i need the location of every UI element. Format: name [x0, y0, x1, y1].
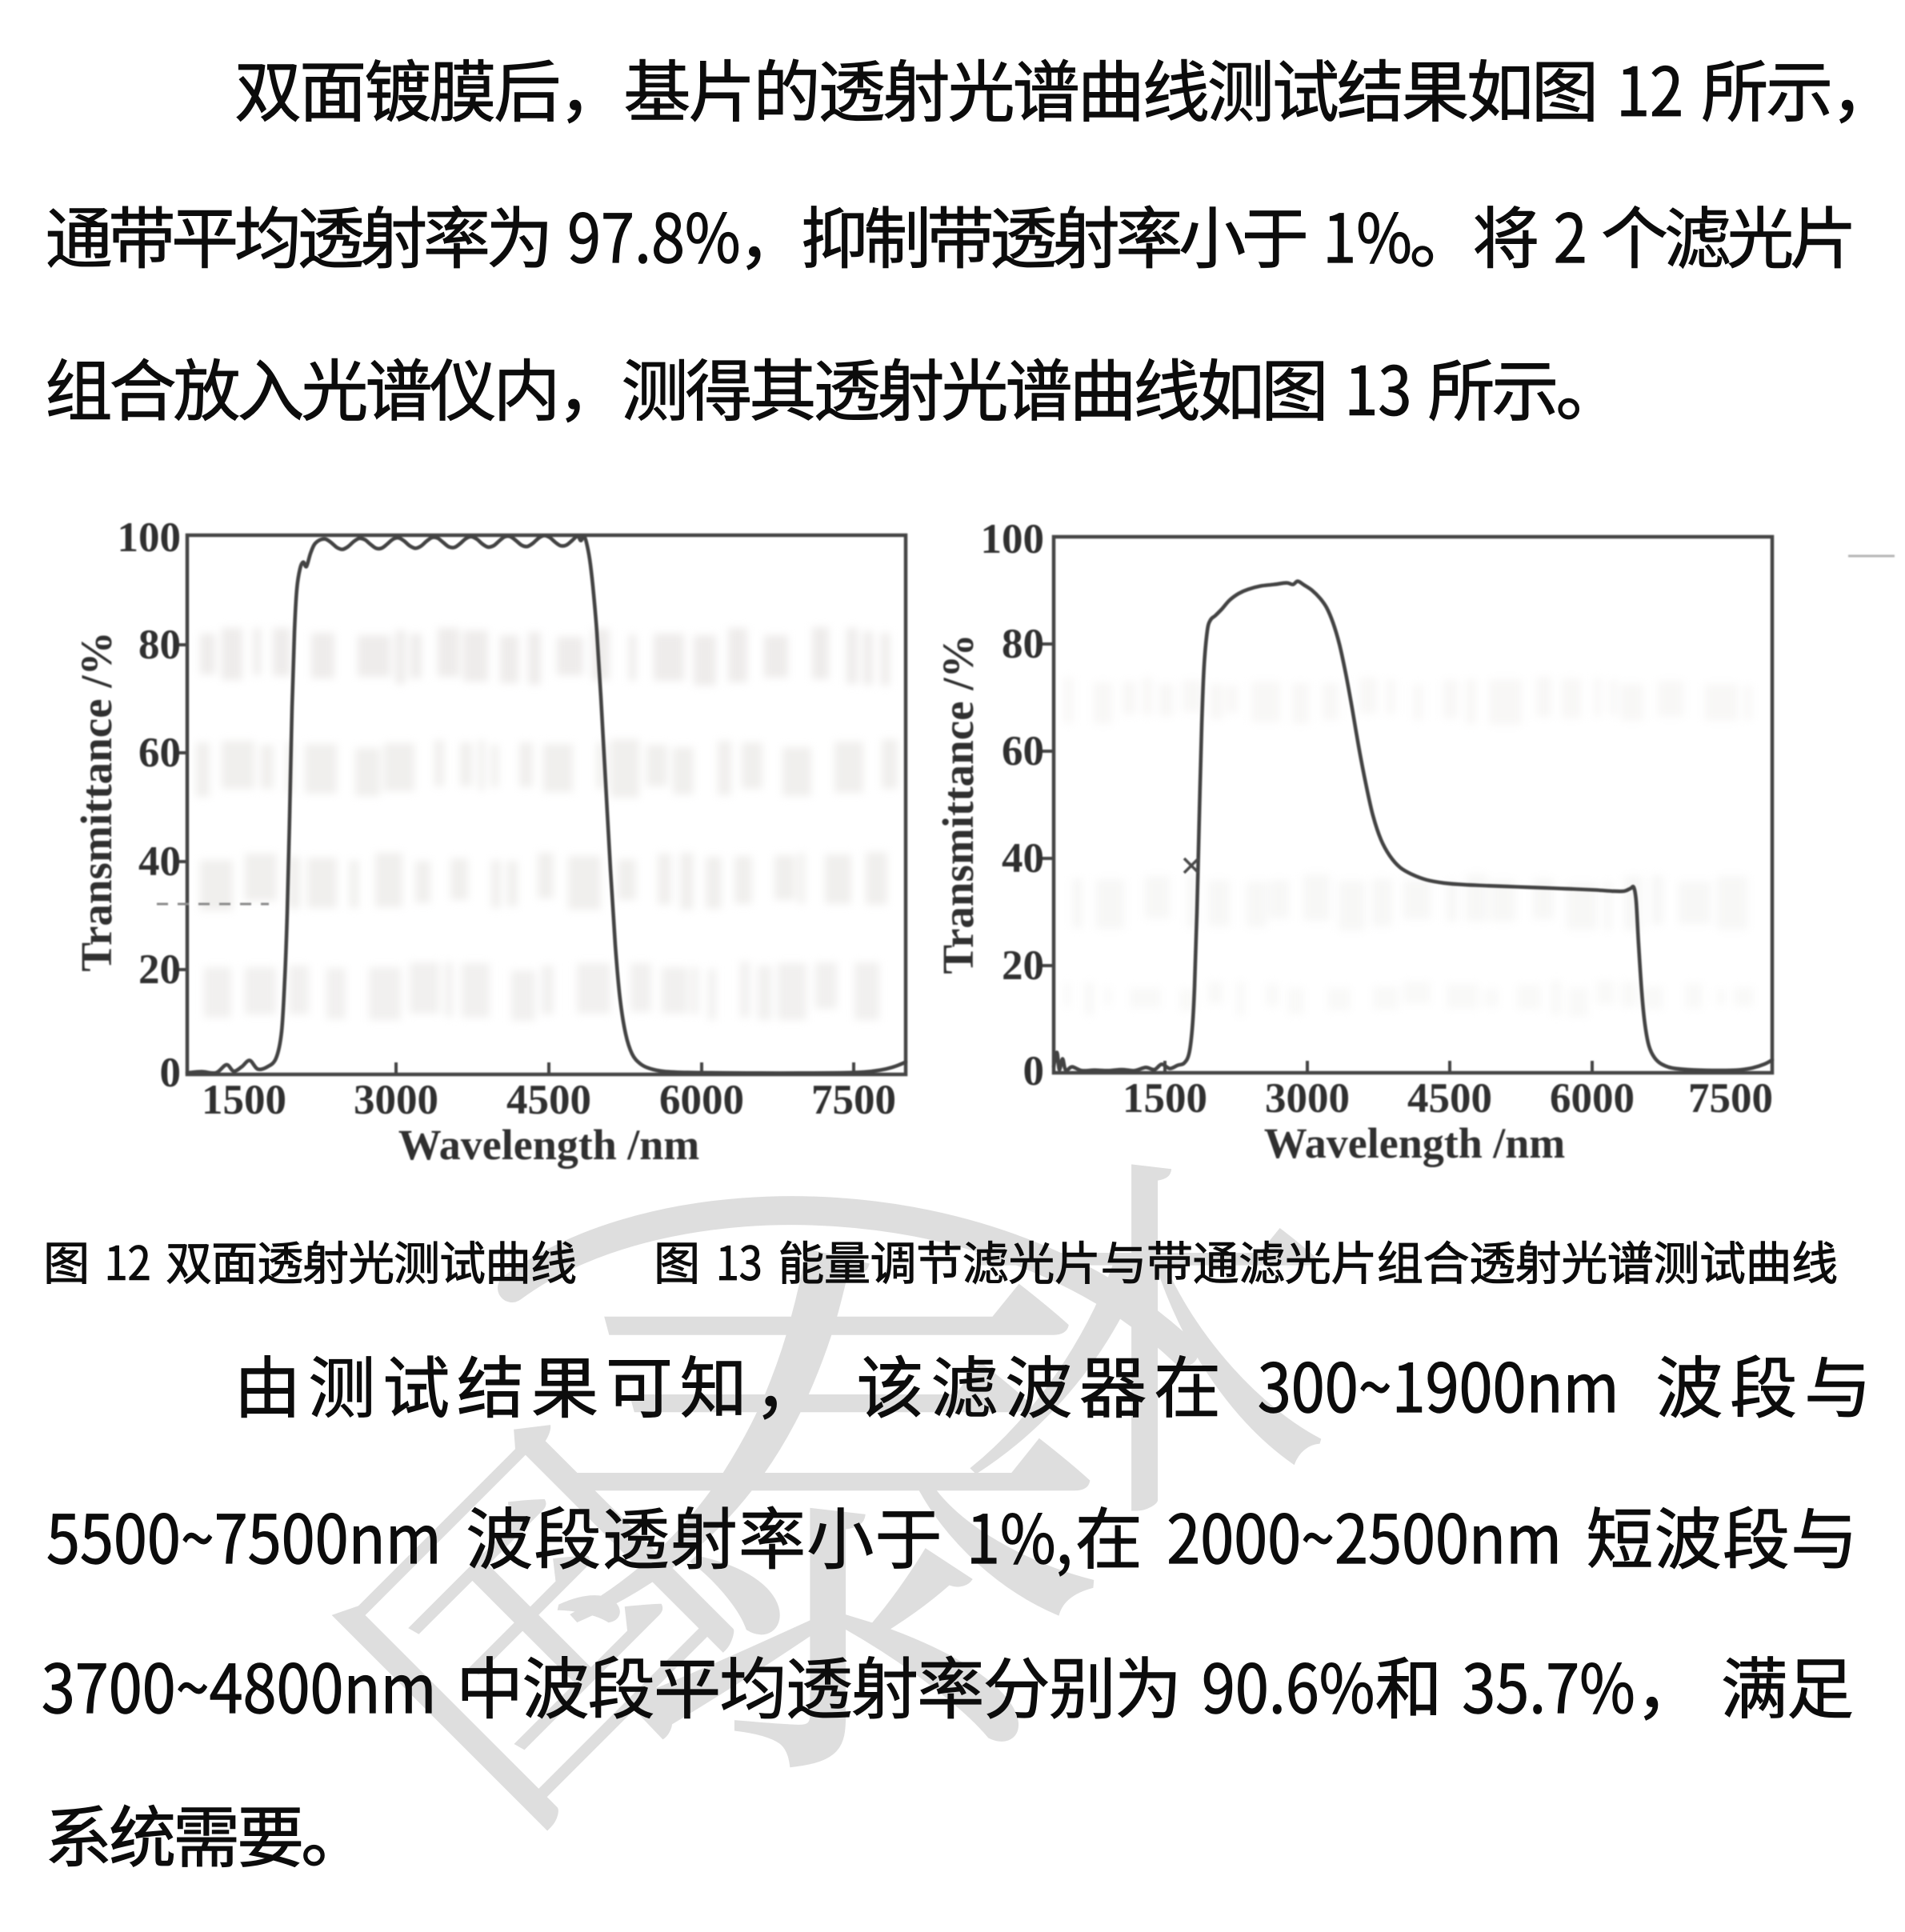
svg-text:1500: 1500	[1123, 1075, 1207, 1122]
svg-text:100: 100	[981, 516, 1045, 562]
svg-text:Wavelength /nm: Wavelength /nm	[398, 1121, 700, 1169]
svg-text:3000: 3000	[354, 1077, 438, 1123]
svg-text:7500: 7500	[811, 1077, 896, 1123]
svg-text:100: 100	[118, 514, 182, 561]
svg-text:20: 20	[1002, 942, 1044, 989]
svg-text:3000: 3000	[1265, 1075, 1350, 1122]
svg-text:4500: 4500	[506, 1077, 591, 1123]
svg-text:0: 0	[160, 1050, 182, 1096]
svg-text:1500: 1500	[202, 1077, 286, 1123]
svg-text:20: 20	[138, 946, 181, 993]
svg-text:0: 0	[1023, 1048, 1045, 1094]
svg-text:4500: 4500	[1407, 1075, 1492, 1122]
svg-text:80: 80	[1002, 621, 1044, 667]
svg-text:6000: 6000	[1550, 1075, 1635, 1122]
svg-text:Wavelength /nm: Wavelength /nm	[1264, 1119, 1566, 1167]
svg-text:6000: 6000	[659, 1077, 744, 1123]
svg-text:60: 60	[1002, 728, 1044, 774]
svg-text:40: 40	[138, 838, 181, 885]
svg-text:60: 60	[138, 730, 181, 776]
svg-text:80: 80	[138, 622, 181, 668]
svg-text:Transmittance /%: Transmittance /%	[72, 631, 121, 971]
svg-text:Transmittance /%: Transmittance /%	[934, 634, 983, 974]
svg-text:40: 40	[1002, 835, 1044, 882]
svg-text:7500: 7500	[1688, 1075, 1773, 1122]
